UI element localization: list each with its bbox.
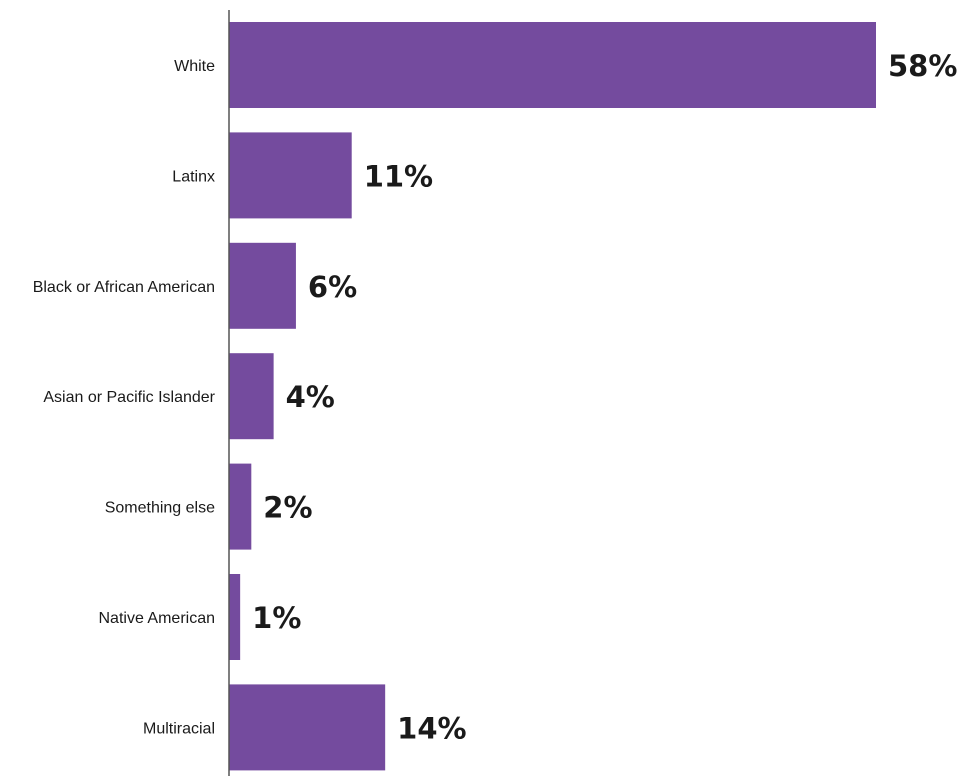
category-label-black-or-african-american: Black or African American: [33, 279, 215, 296]
bar-something-else: [229, 463, 252, 550]
value-label-white: 58%: [888, 49, 957, 83]
category-label-white: White: [174, 58, 215, 75]
bar-latinx: [229, 132, 352, 219]
bar-white: [229, 22, 876, 108]
value-labels-group: 58% 11% 6% 4% 2% 1% 14%: [252, 49, 957, 745]
category-label-latinx: Latinx: [172, 168, 215, 185]
category-label-native-american: Native American: [99, 610, 216, 627]
value-label-something-else: 2%: [263, 491, 312, 525]
bar-black-or-african-american: [229, 242, 296, 329]
bar-multiracial: [229, 684, 386, 771]
value-label-asian-or-pacific-islander: 4%: [286, 380, 335, 414]
value-label-black-or-african-american: 6%: [308, 270, 357, 304]
category-label-asian-or-pacific-islander: Asian or Pacific Islander: [43, 389, 215, 406]
bar-asian-or-pacific-islander: [229, 353, 274, 440]
value-label-latinx: 11%: [364, 159, 433, 193]
value-label-multiracial: 14%: [397, 711, 466, 745]
category-label-multiracial: Multiracial: [143, 720, 215, 737]
value-label-native-american: 1%: [252, 601, 301, 635]
bars-group: [229, 22, 876, 771]
category-label-something-else: Something else: [105, 500, 215, 517]
category-labels-group: White Latinx Black or African American Asia…: [33, 58, 216, 737]
bar-native-american: [229, 574, 241, 660]
